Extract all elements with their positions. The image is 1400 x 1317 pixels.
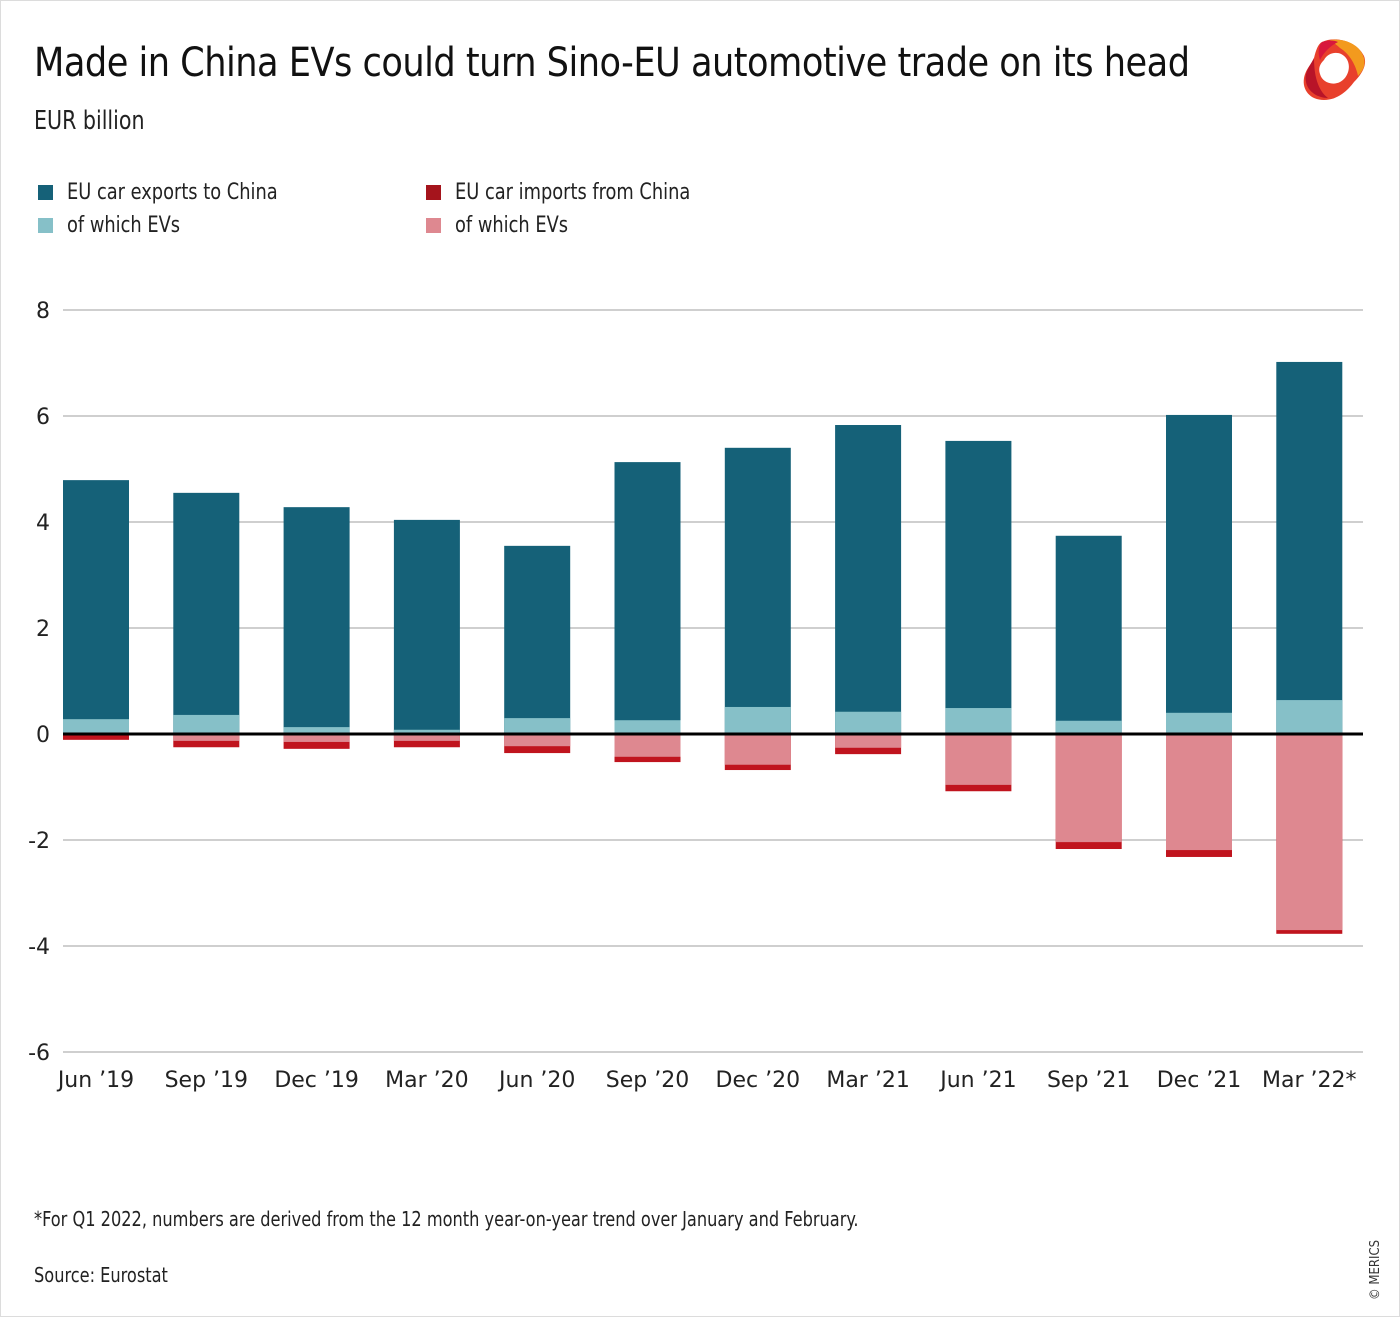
bar-imports-evs: [835, 734, 902, 748]
bar-exports-evs: [504, 718, 571, 734]
legend-label: EU car exports to China: [67, 180, 278, 205]
legend-swatch-exports: [38, 185, 53, 200]
legend-item-imports: EU car imports from China: [426, 180, 716, 205]
bar-imports: [63, 734, 129, 740]
x-tick-label: Jun ’20: [497, 1068, 575, 1093]
x-tick-label: Jun ’19: [56, 1068, 134, 1093]
x-tick-label: Sep ’19: [165, 1068, 248, 1093]
bar-exports-evs: [393, 729, 460, 734]
legend-item-imports-evs: of which EVs: [426, 213, 581, 238]
bar-imports-evs: [1276, 734, 1343, 931]
bar-exports: [283, 507, 350, 734]
legend-label: of which EVs: [67, 213, 181, 238]
legend-label: EU car imports from China: [455, 180, 691, 205]
bar-exports-evs: [614, 720, 681, 734]
bar-imports-evs: [173, 734, 240, 741]
x-tick-label: Jun ’21: [938, 1068, 1016, 1093]
bar-imports-evs: [393, 734, 460, 741]
bar-exports-evs: [1276, 700, 1343, 734]
x-tick-label: Mar ’21: [826, 1068, 910, 1093]
bar-exports-evs: [173, 714, 240, 734]
chart-subtitle: EUR billion: [34, 106, 145, 136]
x-tick-label: Mar ’22*: [1262, 1068, 1357, 1093]
bar-imports-evs: [283, 734, 350, 742]
bar-exports: [393, 519, 460, 734]
bar-exports: [614, 462, 681, 734]
x-axis-ticks: Jun ’19 Sep ’19 Dec ’19 Mar ’20 Jun ’20 Sep ’…: [56, 1068, 1357, 1093]
y-tick-label: 2: [36, 617, 50, 642]
bar-exports: [1166, 414, 1232, 734]
y-tick-label: 8: [36, 299, 50, 324]
x-tick-label: Dec ’21: [1157, 1068, 1242, 1093]
bar-exports-evs: [283, 727, 350, 734]
bar-exports: [1055, 535, 1122, 734]
legend-item-exports-evs: of which EVs: [38, 213, 193, 238]
legend-swatch-exports-evs: [38, 218, 53, 233]
bar-imports-evs: [1055, 734, 1122, 843]
x-tick-label: Sep ’21: [1047, 1068, 1130, 1093]
bar-exports: [1276, 361, 1343, 734]
legend-label: of which EVs: [455, 213, 569, 238]
bar-exports: [724, 447, 791, 734]
x-tick-label: Dec ’19: [274, 1068, 359, 1093]
bar-imports-evs: [945, 734, 1012, 785]
bar-exports: [835, 425, 902, 734]
gridlines: [63, 309, 1363, 1053]
bar-imports-evs: [504, 734, 571, 747]
y-tick-label: 6: [36, 405, 50, 430]
bar-exports-evs: [724, 706, 791, 734]
x-tick-label: Sep ’20: [606, 1068, 689, 1093]
bar-exports-evs: [835, 711, 902, 734]
x-tick-label: Dec ’20: [716, 1068, 801, 1093]
bar-exports-evs: [1055, 720, 1122, 734]
bar-exports: [63, 480, 129, 734]
y-tick-label: -2: [28, 829, 50, 854]
bar-exports-evs: [1166, 712, 1232, 734]
bar-exports: [173, 492, 240, 734]
y-tick-label: -4: [28, 935, 50, 960]
chart-title: Made in China EVs could turn Sino-EU aut…: [34, 40, 1190, 86]
bar-exports-evs: [945, 708, 1012, 734]
bar-imports-evs: [614, 734, 681, 757]
merics-logo-icon: [1303, 39, 1366, 100]
bar-imports-evs: [724, 734, 791, 765]
y-axis-ticks: 8 6 4 2 0 -2 -4 -6: [28, 299, 50, 1066]
y-tick-label: -6: [28, 1041, 50, 1066]
chart-legend: EU car exports to China of which EVs EU …: [38, 176, 798, 246]
footnote: *For Q1 2022, numbers are derived from t…: [34, 1207, 859, 1231]
copyright: © MERICS: [1368, 1239, 1383, 1300]
legend-swatch-imports: [426, 185, 441, 200]
legend-swatch-imports-evs: [426, 218, 441, 233]
y-tick-label: 4: [36, 511, 50, 536]
x-tick-label: Mar ’20: [385, 1068, 469, 1093]
bar-exports: [945, 440, 1012, 734]
legend-item-exports: EU car exports to China: [38, 180, 301, 205]
y-tick-label: 0: [36, 723, 50, 748]
bar-imports-evs: [1166, 734, 1232, 851]
bars: [63, 361, 1343, 934]
source-note: Source: Eurostat: [34, 1263, 168, 1287]
bar-exports: [504, 545, 571, 734]
bar-exports-evs: [63, 719, 129, 734]
